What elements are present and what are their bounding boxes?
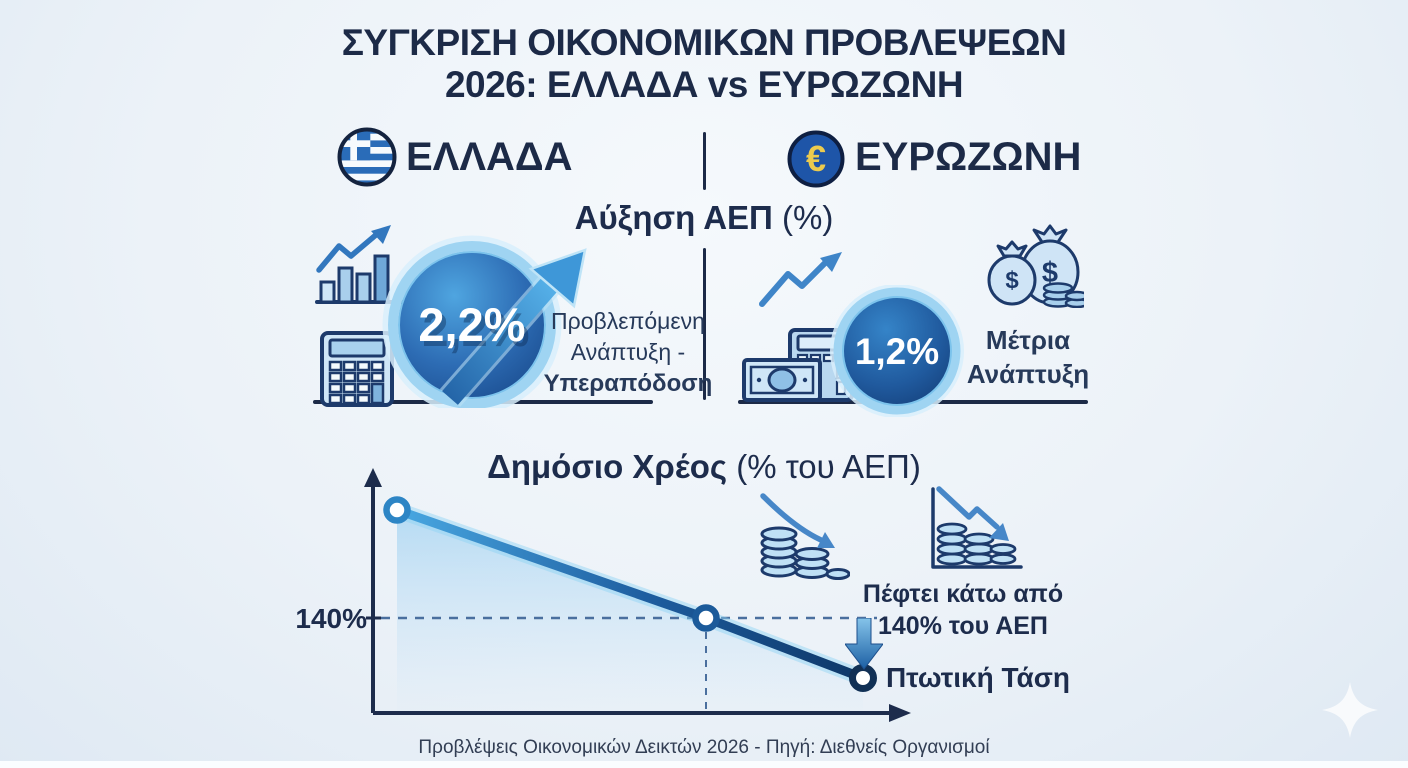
greece-caption-line3: Υπεραπόδοση [543, 370, 713, 397]
debt-heading-main: Δημόσιο Χρέος [487, 448, 728, 485]
debt-point-end [849, 664, 877, 692]
eurozone-gdp-badge: 1,2% [830, 285, 965, 417]
greece-gdp-value-shadow: 2,2% [422, 303, 529, 356]
eurozone-gdp-value: 1,2% [855, 331, 939, 372]
source-footer: Προβλέψεις Οικονομικών Δεικτών 2026 - Πη… [418, 737, 990, 758]
greece-gdp-value: 2,2% [418, 298, 525, 351]
x-axis-arrowhead [889, 704, 911, 722]
eurozone-gdp-caption: Μέτρια Ανάπτυξη [953, 323, 1103, 391]
greece-flag-icon [337, 127, 397, 187]
dollar-symbol-small-bag: $ [1005, 267, 1019, 294]
coins-declining-arrow-icon [755, 490, 850, 582]
bottom-strip [0, 761, 1408, 768]
debt-line-chart: 140% [285, 462, 925, 747]
debt-area-fill [397, 510, 863, 713]
dollar-symbol-big-bag: $ [1042, 257, 1058, 289]
gdp-section-heading: Αύξηση ΑΕΠ (%) [0, 199, 1408, 237]
debt-point-start [383, 496, 411, 524]
fall-annotation-line1: Πέφτει κάτω από [862, 580, 1064, 608]
header-divider [703, 132, 706, 190]
threshold-label: 140% [295, 603, 367, 634]
money-bags-icon: $ $ [982, 220, 1084, 308]
gdp-heading-main: Αύξηση ΑΕΠ [574, 199, 773, 236]
page-title-line2: 2026: ΕΛΛΑΔΑ vs ΕΥΡΩΖΩΝΗ [444, 64, 964, 105]
debt-point-mid [692, 604, 720, 632]
sparkle-icon [1320, 680, 1380, 740]
eurozone-caption-line2: Ανάπτυξη [966, 359, 1090, 389]
declining-coins-chart-icon [925, 485, 1025, 575]
y-axis-arrowhead [364, 468, 382, 487]
calculator-icon [316, 330, 398, 408]
debt-heading-unit: (% του ΑΕΠ) [736, 448, 921, 485]
euro-coin-icon: € [786, 129, 846, 189]
debt-trend-annotation: Πτωτική Τάση [885, 662, 1071, 693]
greece-gdp-caption: Προβλεπόμενη Ανάπτυξη - Υπεραπόδοση [543, 306, 713, 399]
debt-section-heading: Δημόσιο Χρέος (% του ΑΕΠ) [0, 448, 1408, 486]
gdp-heading-unit: (%) [782, 199, 834, 236]
greece-caption-line2: Ανάπτυξη - [570, 339, 686, 365]
fall-annotation-line2: 140% του ΑΕΠ [878, 612, 1048, 640]
greece-header-label: ΕΛΛΑΔΑ [406, 135, 573, 179]
bar-chart-rising-icon [313, 224, 405, 308]
gdp-divider [703, 248, 706, 400]
down-arrow-icon [845, 618, 883, 670]
eurozone-caption-line1: Μέτρια [985, 325, 1071, 355]
trend-up-arrow-icon [758, 248, 846, 310]
greece-caption-line1: Προβλεπόμενη [551, 308, 705, 334]
euro-symbol: € [806, 138, 826, 179]
eurozone-header-label: ΕΥΡΩΖΩΝΗ [855, 135, 1082, 179]
debt-fall-annotation: Πέφτει κάτω από 140% του ΑΕΠ [853, 578, 1073, 642]
greece-gdp-badge: 2,2% 2,2% [378, 222, 608, 408]
page-title-line1: ΣΥΓΚΡΙΣΗ ΟΙΚΟΝΟΜΙΚΩΝ ΠΡΟΒΛΕΨΕΩΝ [341, 22, 1067, 63]
